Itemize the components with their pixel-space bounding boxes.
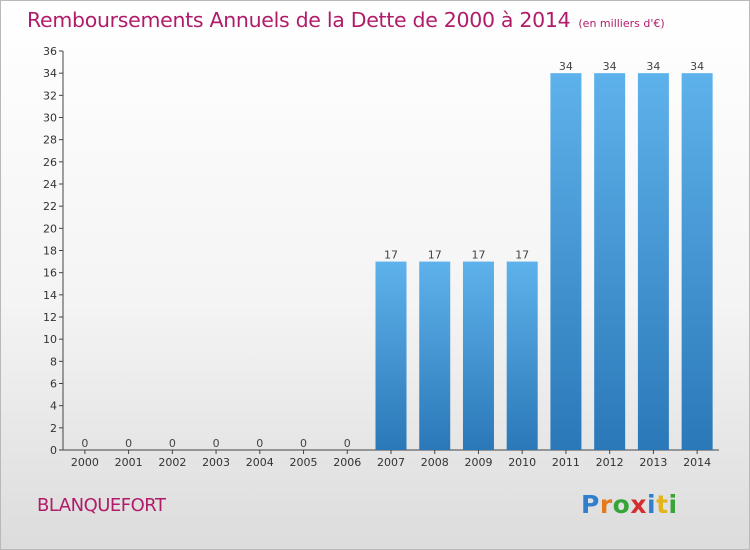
- bar-value-label: 0: [81, 437, 88, 450]
- bar-value-label: 17: [471, 249, 485, 262]
- x-tick-label: 2006: [333, 456, 361, 469]
- y-tick-label: 28: [43, 134, 57, 147]
- logo-letter: t: [656, 490, 669, 519]
- bar-value-label: 17: [384, 249, 398, 262]
- proxiti-logo: Proxiti: [581, 490, 678, 519]
- bar-value-label: 0: [256, 437, 263, 450]
- bar-value-label: 0: [169, 437, 176, 450]
- y-tick-label: 22: [43, 200, 57, 213]
- x-tick-label: 2011: [552, 456, 580, 469]
- bar-value-label: 0: [125, 437, 132, 450]
- logo-letter: o: [612, 490, 631, 519]
- y-tick-label: 16: [43, 267, 57, 280]
- logo-letter: r: [599, 490, 613, 519]
- bar: [419, 261, 451, 450]
- title-text: Remboursements Annuels de la Dette de 20…: [27, 8, 571, 32]
- x-tick-label: 2012: [596, 456, 624, 469]
- y-tick-label: 32: [43, 89, 57, 102]
- title-unit: (en milliers d'€): [578, 17, 665, 30]
- x-tick-label: 2005: [290, 456, 318, 469]
- y-tick-label: 14: [43, 289, 57, 302]
- chart-title: Remboursements Annuels de la Dette de 20…: [27, 8, 665, 32]
- y-tick-label: 0: [50, 444, 57, 457]
- x-tick-label: 2000: [71, 456, 99, 469]
- x-tick-label: 2004: [246, 456, 274, 469]
- bar: [550, 73, 582, 451]
- y-tick-label: 26: [43, 156, 57, 169]
- y-tick-label: 36: [43, 45, 57, 58]
- y-tick-label: 8: [50, 355, 57, 368]
- bar-value-label: 17: [428, 249, 442, 262]
- x-tick-label: 2003: [202, 456, 230, 469]
- bar-value-label: 34: [690, 60, 704, 73]
- logo-letter: i: [668, 490, 678, 519]
- x-tick-label: 2014: [683, 456, 711, 469]
- y-tick-label: 4: [50, 400, 57, 413]
- bar-value-label: 34: [603, 60, 617, 73]
- bar-value-label: 34: [646, 60, 660, 73]
- logo-letter: P: [581, 490, 600, 519]
- y-tick-label: 20: [43, 222, 57, 235]
- bar-value-label: 0: [213, 437, 220, 450]
- bar-value-label: 0: [300, 437, 307, 450]
- bar: [375, 261, 407, 450]
- x-axis: 2000 2001 2002 2003 2004 2005 2006 2007 2008 2009…: [63, 449, 719, 469]
- x-tick-label: 2002: [158, 456, 186, 469]
- bar-value-label: 0: [344, 437, 351, 450]
- bar: [681, 73, 713, 451]
- y-tick-label: 6: [50, 378, 57, 391]
- bar-value-label: 17: [515, 249, 529, 262]
- y-tick-label: 18: [43, 245, 57, 258]
- y-tick-label: 10: [43, 333, 57, 346]
- city-name: BLANQUEFORT: [37, 495, 166, 516]
- x-tick-label: 2010: [508, 456, 536, 469]
- y-tick-label: 12: [43, 311, 57, 324]
- x-tick-label: 2007: [377, 456, 405, 469]
- x-tick-label: 2008: [421, 456, 449, 469]
- bar: [506, 261, 538, 450]
- bar: [594, 73, 626, 451]
- bar: [462, 261, 494, 450]
- bar-value-label: 34: [559, 60, 573, 73]
- y-tick-label: 2: [50, 422, 57, 435]
- x-tick-label: 2013: [639, 456, 667, 469]
- y-tick-label: 30: [43, 112, 57, 125]
- bar: [637, 73, 669, 451]
- x-tick-label: 2001: [115, 456, 143, 469]
- logo-letter: x: [630, 490, 647, 519]
- logo-letter: i: [647, 490, 657, 519]
- y-tick-label: 34: [43, 67, 57, 80]
- x-tick-label: 2009: [464, 456, 492, 469]
- y-tick-label: 24: [43, 178, 57, 191]
- bars: 0 0 0 0 0 0 0 17 17 17 17 34 34 34 34: [81, 60, 713, 451]
